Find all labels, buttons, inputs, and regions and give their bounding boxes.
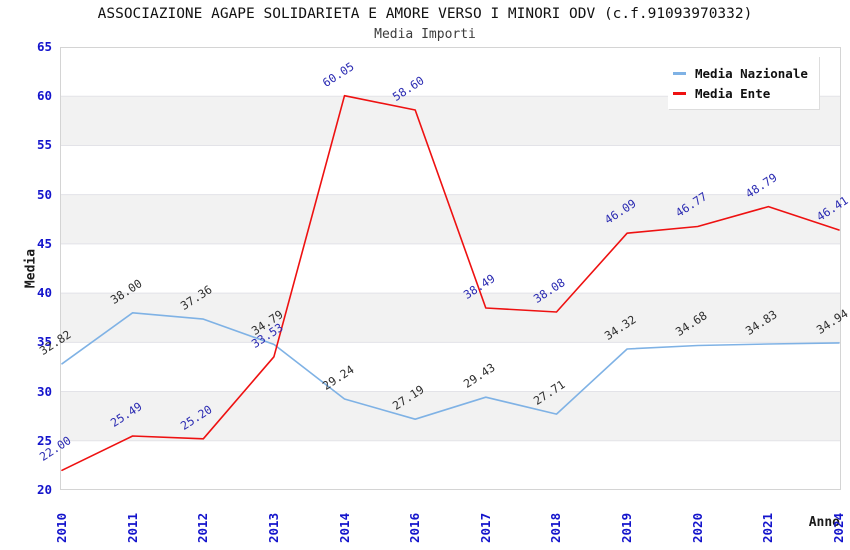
legend-marker-icon [673, 71, 686, 75]
y-tick-label: 45 [36, 235, 52, 251]
series-line-media-nazionale [61, 311, 840, 421]
x-tick-label: 2017 [477, 512, 493, 543]
series-line-media-ente [61, 94, 840, 472]
x-tick-label: 2010 [54, 512, 69, 543]
legend-box: Media Nazionale Media Ente [668, 56, 819, 109]
chart-subtitle: Media Importi [374, 27, 476, 42]
x-tick-label: 2018 [548, 512, 564, 543]
y-tick-label: 40 [36, 285, 52, 301]
legend-label: Media Nazionale [695, 65, 808, 81]
y-tick-label: 35 [36, 334, 52, 350]
legend-item-media-ente: Media Ente [673, 83, 819, 103]
y-tick-label: 50 [36, 186, 52, 202]
y-tick-label: 65 [36, 39, 52, 54]
x-tick-label: 2019 [619, 512, 635, 543]
x-axis-title: Anno [808, 515, 840, 530]
x-tick-label: 2024 [831, 512, 846, 543]
grid-band [60, 243, 841, 294]
x-tick-label: 2014 [336, 512, 352, 543]
chart-title: ASSOCIAZIONE AGAPE SOLIDARIETA E AMORE V… [97, 6, 753, 22]
plot-area-border [60, 47, 841, 490]
x-tick-label: 2016 [407, 512, 423, 543]
y-tick-label: 30 [36, 383, 52, 399]
grid-band [60, 342, 841, 392]
x-tick-label: 2013 [265, 512, 281, 543]
legend-label: Media Ente [695, 85, 771, 101]
x-tick-label: 2021 [760, 512, 776, 543]
grid-band [60, 440, 841, 490]
y-tick-label: 55 [36, 137, 52, 153]
y-tick-label: 25 [36, 432, 52, 448]
y-tick-label: 20 [36, 482, 52, 497]
legend-marker-icon [673, 91, 686, 95]
grid-band [60, 391, 841, 441]
grid-band [60, 194, 841, 244]
x-tick-label: 2012 [195, 512, 211, 543]
grid-band [60, 145, 841, 195]
legend-item-media-nazionale: Media Nazionale [673, 63, 819, 83]
x-tick-label: 2020 [689, 512, 705, 543]
x-tick-label: 2011 [124, 512, 140, 543]
y-tick-label: 60 [36, 88, 52, 104]
